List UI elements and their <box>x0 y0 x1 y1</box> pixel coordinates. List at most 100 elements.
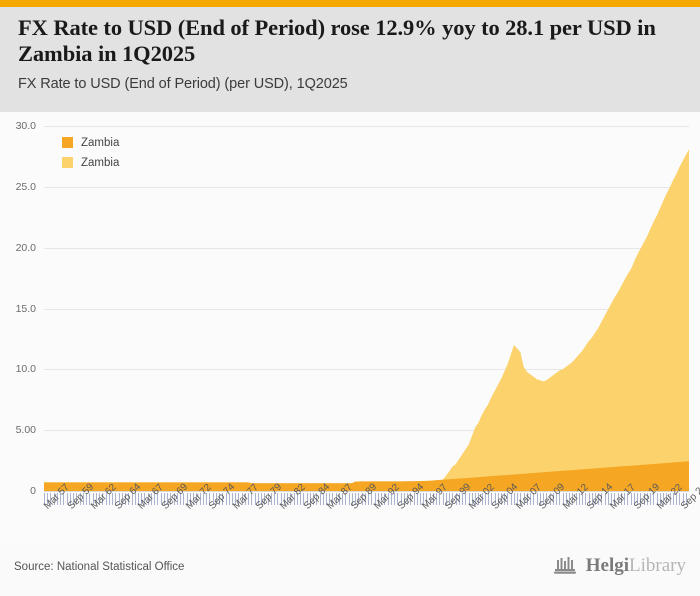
x-axis-tick <box>679 493 681 505</box>
x-axis-tick <box>300 493 302 505</box>
x-axis-tick <box>565 493 567 505</box>
x-axis-tick <box>228 493 230 505</box>
chart-header: FX Rate to USD (End of Period) rose 12.9… <box>0 7 700 112</box>
x-axis-tick <box>325 493 327 505</box>
x-axis-tick <box>332 493 334 505</box>
x-axis-tick <box>624 493 626 505</box>
x-axis-tick <box>121 493 123 505</box>
x-axis-tick <box>102 493 104 505</box>
x-axis-tick <box>303 493 305 505</box>
x-axis-tick <box>283 493 285 505</box>
x-axis-tick <box>99 493 101 505</box>
x-axis-tick <box>442 493 444 505</box>
x-axis-tick <box>387 493 389 505</box>
x-axis-tick <box>280 493 282 505</box>
x-axis-tick <box>501 493 502 505</box>
x-axis-tick <box>202 493 204 505</box>
y-gridline <box>44 308 689 310</box>
legend-item[interactable]: Zambia <box>62 154 119 171</box>
x-axis-tick <box>170 493 172 505</box>
x-axis-tick <box>76 493 78 505</box>
x-axis-tick <box>225 493 227 505</box>
x-axis-tick <box>403 493 405 505</box>
x-axis-tick-marks <box>44 493 689 505</box>
x-axis-tick <box>539 493 541 505</box>
x-axis-tick <box>79 493 81 505</box>
x-axis-tick <box>588 493 590 505</box>
x-axis-tick <box>497 493 499 505</box>
x-axis-tick <box>471 493 473 505</box>
chart-legend: Zambia Zambia <box>62 134 119 174</box>
x-axis-tick <box>261 493 263 505</box>
x-axis-tick <box>504 493 506 505</box>
x-axis-tick <box>296 493 298 505</box>
x-axis-tick <box>44 493 45 505</box>
x-axis-tick <box>95 493 97 505</box>
y-gridline <box>44 247 689 249</box>
x-axis-tick <box>248 493 250 505</box>
x-axis-tick <box>604 493 606 505</box>
y-gridline <box>44 369 689 371</box>
x-axis-tick <box>562 493 564 505</box>
x-axis-tick <box>254 493 256 505</box>
x-axis-tick <box>251 493 253 505</box>
page-title: FX Rate to USD (End of Period) rose 12.9… <box>18 15 656 66</box>
x-axis-tick <box>274 493 276 505</box>
x-axis-tick <box>60 493 62 505</box>
x-axis-tick <box>189 493 191 505</box>
x-axis-tick <box>455 493 457 505</box>
x-axis-tick <box>66 493 68 505</box>
x-axis-tick <box>154 493 156 505</box>
x-axis-tick <box>306 493 308 505</box>
x-axis-tick <box>410 493 412 505</box>
x-axis-tick <box>355 493 357 505</box>
x-axis-tick <box>530 493 532 505</box>
x-axis-tick <box>112 493 114 505</box>
x-axis-tick <box>465 493 467 505</box>
x-axis-tick <box>607 493 609 505</box>
legend-item[interactable]: Zambia <box>62 134 119 151</box>
x-axis-tick <box>390 493 392 505</box>
x-axis-tick <box>598 493 600 505</box>
x-axis-tick <box>653 493 655 505</box>
x-axis-tick <box>666 493 668 505</box>
x-axis-tick <box>264 493 266 505</box>
x-axis-tick <box>413 493 415 505</box>
x-axis-tick <box>513 493 515 505</box>
x-axis-tick <box>238 493 240 505</box>
x-axis-tick <box>134 493 136 505</box>
x-axis-tick <box>481 493 483 505</box>
y-axis-label: 30.0 <box>15 120 36 132</box>
x-axis-tick <box>371 493 373 505</box>
x-axis-tick <box>552 493 554 505</box>
x-axis-tick <box>157 493 159 505</box>
x-axis-tick <box>384 493 386 505</box>
x-axis-tick <box>462 493 464 505</box>
x-axis-tick <box>196 493 198 505</box>
y-axis-label: 20.0 <box>15 241 36 254</box>
x-axis-tick <box>56 493 58 505</box>
y-axis-label: 15.0 <box>15 302 36 315</box>
x-axis-tick <box>601 493 603 505</box>
x-axis-tick <box>520 493 522 505</box>
x-axis-tick <box>458 493 460 505</box>
y-axis-label: 0 <box>30 485 36 497</box>
x-axis-tick <box>400 493 402 505</box>
x-axis-tick <box>338 493 340 505</box>
brand-logo[interactable]: HelgiLibrary <box>553 555 686 575</box>
x-axis-tick <box>105 493 107 505</box>
x-axis-tick <box>118 493 120 505</box>
series-area-layer <box>44 149 689 491</box>
x-axis-tick <box>491 493 493 505</box>
x-axis-tick <box>193 493 195 505</box>
x-axis-tick <box>241 493 243 505</box>
x-axis-tick <box>231 493 233 505</box>
y-gridline <box>44 126 689 127</box>
x-axis-tick <box>290 493 292 505</box>
x-axis-tick <box>543 493 545 505</box>
x-axis-tick <box>348 493 350 505</box>
x-axis-tick <box>199 493 201 505</box>
x-axis-tick <box>475 493 477 505</box>
x-axis-tick <box>293 493 295 505</box>
x-axis-tick <box>63 493 65 505</box>
